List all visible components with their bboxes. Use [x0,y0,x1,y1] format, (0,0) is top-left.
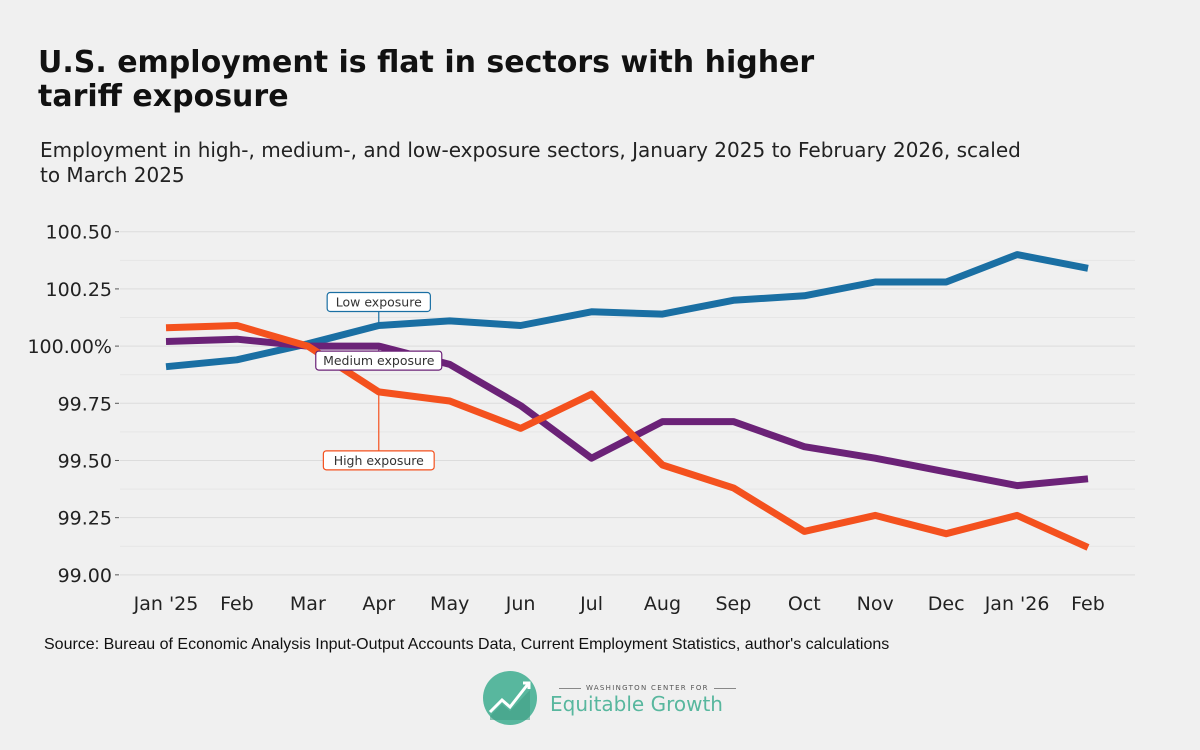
logo-wordmark: Equitable Growth [550,692,723,716]
y-tick-label: 100.50 [46,222,112,244]
y-tick-label: 100.00% [27,336,112,358]
y-tick-label: 99.25 [58,508,112,530]
x-tick-label: Feb [220,593,254,615]
x-tick-label: May [430,593,469,615]
x-tick-label: Feb [1071,593,1105,615]
y-tick-label: 99.00 [58,565,112,587]
x-tick-label: Aug [644,593,681,615]
logo-tagline: WASHINGTON CENTER FOR [554,684,722,692]
annotation-label: Low exposure [336,295,422,310]
annotation-label: Medium exposure [323,353,435,368]
y-tick-label: 99.50 [58,450,112,472]
x-tick-label: Oct [788,593,821,615]
x-tick-label: Sep [715,593,751,615]
annotation-box [326,291,431,313]
x-tick-label: Jul [579,593,603,615]
y-tick-label: 99.75 [58,393,112,415]
x-tick-label: Mar [290,593,326,615]
x-tick-label: Jun [505,593,536,615]
equitable-growth-logo: WASHINGTON CENTER FOR Equitable Growth [482,670,742,726]
series-line-medium-exposure [165,335,1089,490]
source-note: Source: Bureau of Economic Analysis Inpu… [44,636,890,653]
annotation-label: High exposure [334,453,424,468]
x-tick-label: Jan '26 [984,593,1050,615]
chart-title: U.S. employment is flat in sectors with … [38,45,815,114]
x-tick-label: Nov [857,593,894,615]
growth-chart-icon [483,671,537,725]
series-line-low-exposure [165,251,1089,371]
x-tick-label: Dec [928,593,965,615]
x-tick-label: Jan '25 [133,593,199,615]
annotation-box [322,450,435,471]
x-tick-label: Apr [362,593,395,615]
annotation-box [315,350,443,371]
chart-subtitle: Employment in high-, medium-, and low-ex… [40,138,1021,187]
y-tick-label: 100.25 [46,279,112,301]
